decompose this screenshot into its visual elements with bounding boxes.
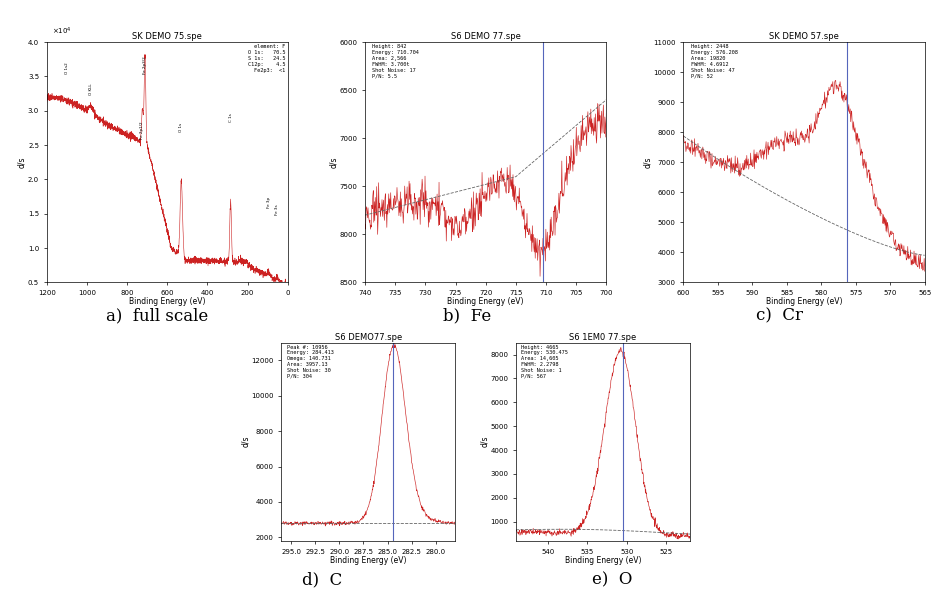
X-axis label: Binding Energy (eV): Binding Energy (eV) bbox=[565, 556, 642, 565]
Title: SK DEMO 75.spe: SK DEMO 75.spe bbox=[133, 32, 203, 41]
Title: S6 DEMO 77.spe: S6 DEMO 77.spe bbox=[451, 32, 520, 41]
X-axis label: Binding Energy (eV): Binding Energy (eV) bbox=[447, 297, 524, 307]
Y-axis label: d/s: d/s bbox=[643, 156, 652, 168]
Title: S6 1EM0 77.spe: S6 1EM0 77.spe bbox=[570, 333, 637, 342]
Text: d)  C: d) C bbox=[302, 572, 343, 588]
X-axis label: Binding Energy (eV): Binding Energy (eV) bbox=[330, 556, 406, 565]
Text: Fe 2p3/2: Fe 2p3/2 bbox=[143, 56, 147, 74]
Text: Fe 3s: Fe 3s bbox=[276, 204, 279, 215]
Text: C 1s: C 1s bbox=[229, 114, 233, 122]
Text: O 1s: O 1s bbox=[179, 123, 183, 132]
Title: S6 DEMO77.spe: S6 DEMO77.spe bbox=[334, 333, 402, 342]
Text: b)  Fe: b) Fe bbox=[443, 307, 491, 324]
Text: Peak #: 10956
Energy: 284.413
Omega: 140.731
Area: 3957.13
Shot Noise: 30
P/N: 3: Peak #: 10956 Energy: 284.413 Omega: 140… bbox=[287, 344, 333, 379]
Text: O KLL: O KLL bbox=[90, 83, 93, 94]
Text: Height: 842
Energy: 710.704
Area: 2,566
FWHM: 3.700t
Shot Noise: 17
P/N: 5.5: Height: 842 Energy: 710.704 Area: 2,566 … bbox=[373, 44, 419, 79]
Y-axis label: d/s: d/s bbox=[480, 436, 489, 448]
Y-axis label: d/s: d/s bbox=[18, 156, 26, 168]
Y-axis label: d/s: d/s bbox=[329, 156, 338, 168]
Text: element: F
O 1s:   70.5
S 1s:   24.5
C12p:    4.5
Fe2p3:  <1: element: F O 1s: 70.5 S 1s: 24.5 C12p: 4… bbox=[248, 44, 286, 73]
Title: SK DEMO 57.spe: SK DEMO 57.spe bbox=[769, 32, 839, 41]
Text: $\times 10^4$: $\times 10^4$ bbox=[51, 26, 71, 37]
Text: Height: 4665
Energy: 530.475
Area: 14,605
FWHM: 2.2798
Shot Noise: 1
P/N: 567: Height: 4665 Energy: 530.475 Area: 14,60… bbox=[521, 344, 568, 379]
Text: Fe 2p1/2: Fe 2p1/2 bbox=[140, 121, 145, 139]
Text: e)  O: e) O bbox=[591, 572, 632, 588]
Y-axis label: d/s: d/s bbox=[241, 436, 250, 448]
Text: a)  full scale: a) full scale bbox=[106, 307, 208, 324]
Text: c)  Cr: c) Cr bbox=[757, 307, 803, 324]
X-axis label: Binding Energy (eV): Binding Energy (eV) bbox=[129, 297, 205, 307]
Text: Height: 2448
Energy: 576.208
Area: 19820
FWHM: 4.6912
Shot Noise: 47
P/N: 52: Height: 2448 Energy: 576.208 Area: 19820… bbox=[691, 44, 738, 79]
Text: O 1s2: O 1s2 bbox=[64, 63, 69, 74]
X-axis label: Binding Energy (eV): Binding Energy (eV) bbox=[766, 297, 842, 307]
Text: Fe 3p: Fe 3p bbox=[267, 197, 271, 208]
